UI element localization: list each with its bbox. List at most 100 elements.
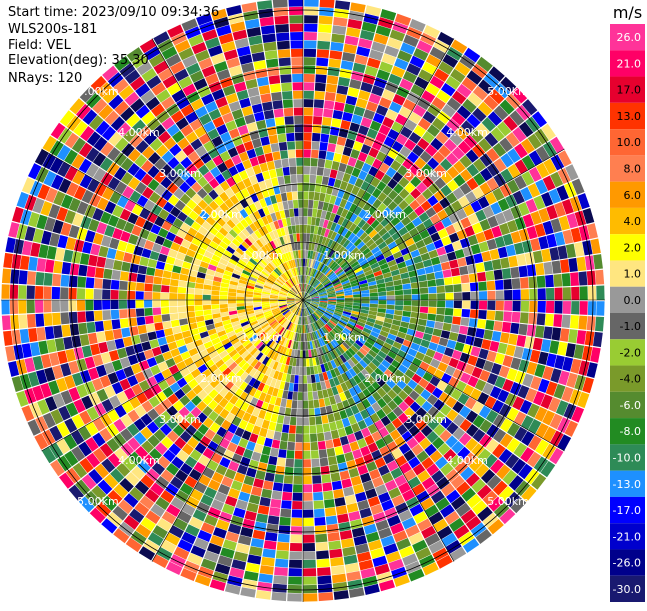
gate-cell [260, 136, 269, 146]
gate-cell [473, 337, 483, 347]
gate-cell [60, 300, 68, 312]
gate-cell [428, 307, 436, 314]
gate-cell [268, 422, 276, 431]
gate-cell [304, 91, 314, 99]
gate-cell [178, 280, 187, 287]
gate-cell [533, 338, 543, 351]
gate-cell [292, 501, 302, 509]
gate-cell [304, 141, 312, 149]
gate-cell [324, 431, 332, 440]
ring-label: 4.00km [118, 454, 160, 467]
gate-cell [265, 532, 277, 541]
gate-cell [428, 287, 436, 294]
gate-cell [274, 160, 282, 169]
gate-cell [394, 310, 403, 316]
gate-cell [429, 294, 437, 300]
gate-cell [80, 334, 90, 346]
gate-cell [310, 175, 316, 183]
gate-cell [528, 276, 537, 288]
gate-cell [298, 200, 303, 208]
gate-cell [560, 328, 570, 342]
gate-cell [169, 300, 177, 306]
gate-cell [303, 375, 307, 383]
gate-cell [283, 99, 293, 108]
gate-cell [290, 535, 302, 543]
gate-cell [163, 270, 172, 278]
gate-cell [479, 291, 487, 300]
gate-cell [288, 0, 303, 7]
gate-cell [265, 472, 275, 481]
gate-cell [328, 300, 336, 302]
gate-cell [276, 168, 284, 177]
gate-cell [195, 283, 204, 289]
gate-cell [43, 286, 51, 299]
gate-cell [500, 332, 510, 343]
gate-cell [320, 458, 329, 467]
gate-cell [170, 279, 179, 286]
gate-cell [313, 484, 323, 493]
gate-cell [251, 538, 264, 548]
gate-cell [353, 303, 361, 306]
gate-cell [163, 321, 172, 329]
gate-cell [304, 124, 312, 132]
gate-cell [316, 424, 323, 433]
gate-cell [295, 225, 299, 233]
gate-cell [172, 326, 181, 334]
gate-cell [290, 175, 296, 183]
gate-cell [568, 258, 578, 272]
gate-cell [342, 444, 351, 454]
gate-cell [454, 292, 462, 300]
gate-cell [120, 271, 129, 281]
gate-cell [164, 328, 173, 336]
gate-cell [331, 118, 341, 127]
gate-cell [86, 277, 95, 288]
gate-cell [290, 375, 295, 383]
gate-cell [469, 318, 478, 327]
gate-cell [521, 289, 529, 300]
gate-cell [418, 319, 427, 326]
gate-cell [528, 313, 537, 325]
gate-cell [512, 312, 521, 323]
gate-cell [510, 323, 519, 334]
gate-cell [35, 272, 44, 285]
gate-cell [292, 66, 303, 74]
gate-cell [353, 294, 361, 297]
gate-cell [256, 436, 265, 446]
gate-cell [563, 287, 571, 300]
gate-cell [289, 425, 296, 433]
gate-cell [254, 112, 265, 122]
gate-cell [386, 286, 394, 291]
gate-cell [333, 17, 347, 27]
gate-cell [87, 322, 96, 333]
gate-cell [549, 247, 559, 261]
gate-cell [253, 297, 261, 299]
gate-cell [171, 320, 180, 328]
gate-cell [52, 300, 60, 312]
gate-cell [553, 314, 562, 327]
gate-cell [86, 311, 95, 322]
gate-cell [341, 478, 352, 488]
gate-cell [269, 135, 278, 144]
gate-cell [277, 415, 284, 424]
gate-cell [402, 278, 411, 284]
gate-cell [60, 312, 69, 324]
gate-cell [322, 117, 332, 126]
gate-cell [525, 336, 535, 348]
gate-cell [588, 301, 596, 315]
gate-cell [578, 316, 587, 330]
gate-cell [508, 256, 518, 268]
gate-cell [317, 167, 324, 176]
gate-cell [470, 309, 479, 318]
gate-cell [310, 166, 317, 174]
gate-cell [255, 470, 265, 480]
gate-cell [304, 57, 316, 65]
colorbar-tick-label: 0.0 [624, 294, 642, 307]
gate-cell [426, 273, 435, 281]
gate-cell [298, 191, 303, 199]
gate-cell [137, 274, 146, 283]
gate-cell [251, 452, 261, 462]
gate-cell [560, 259, 570, 273]
gate-cell [127, 309, 136, 318]
gate-cell [292, 509, 303, 517]
gate-cell [123, 337, 133, 347]
